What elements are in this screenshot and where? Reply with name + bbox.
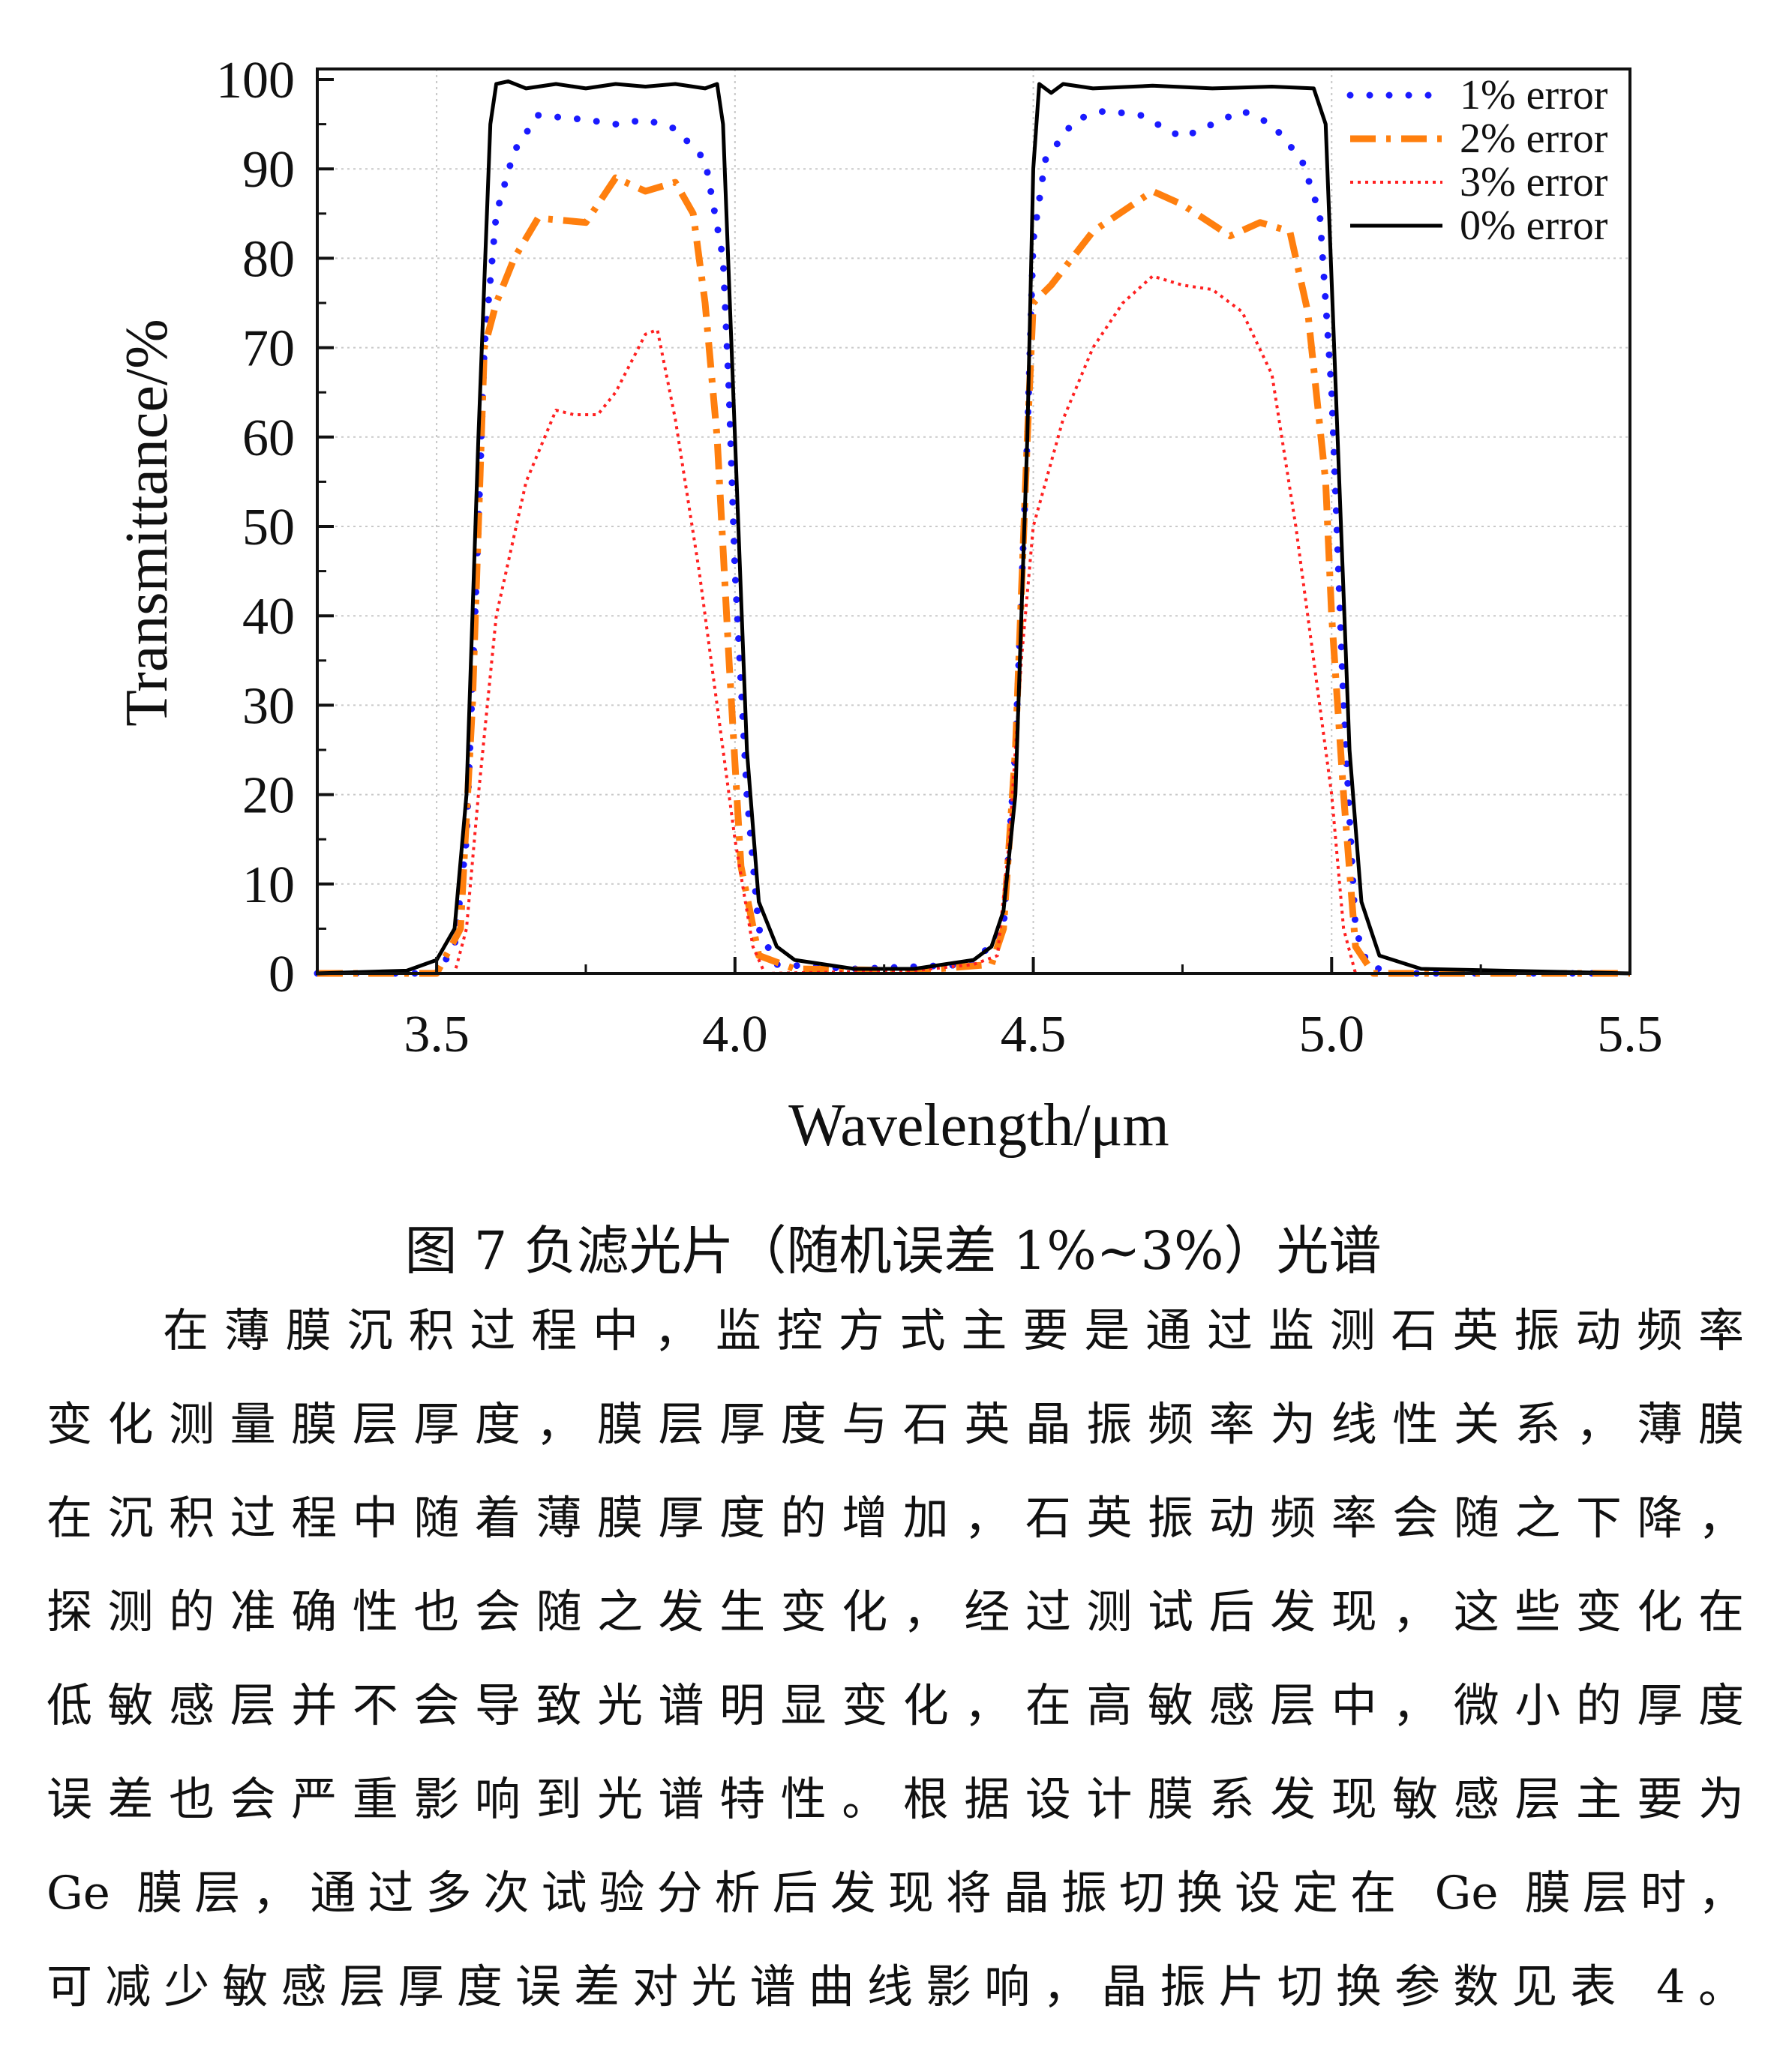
series-2pct-error: [317, 174, 1630, 977]
x-axis-label: Wavelength/μm: [788, 1093, 1169, 1159]
series-group: [314, 79, 1634, 977]
ticks: 0 10 20 30 40 50 60 70 80 90 100 3.5 4.0 4.5 5.0 5.5: [216, 52, 1663, 1063]
series-1pct-error: [314, 107, 1634, 977]
y-tick-label: 0: [269, 946, 295, 1003]
x-tick-label: 4.5: [1001, 1006, 1067, 1063]
y-tick-label: 10: [242, 856, 295, 914]
body-paragraph: 在薄膜沉积过程中，监控方式主要是通过监测石英振动频率 变化测量膜层厚度，膜层厚度…: [47, 1297, 1744, 2047]
legend-label: 2% error: [1460, 115, 1608, 162]
legend-box: [1335, 71, 1628, 247]
series-0pct-error: [317, 79, 1631, 976]
plot-frame: [316, 67, 1631, 975]
legend-label: 1% error: [1460, 72, 1608, 118]
transmittance-chart: 0 10 20 30 40 50 60 70 80 90 100 3.5 4.0 4.5 5.0 5.5 1%…: [114, 52, 1663, 1159]
x-tick-label: 5.0: [1299, 1006, 1365, 1063]
paragraph-line: Ge 膜层，通过多次试验分析后发现将晶振切换设定在 Ge 膜层时，: [47, 1867, 1744, 1920]
y-tick-label: 50: [242, 499, 295, 556]
paragraph-line: 可减少敏感层厚度误差对光谱曲线影响，晶振片切换参数见表 4。: [47, 1960, 1744, 2014]
y-tick-label: 80: [242, 230, 295, 288]
y-tick-label: 90: [242, 141, 295, 199]
paragraph-line: 探测的准确性也会随之发生变化，经过测试后发现，这些变化在: [47, 1585, 1744, 1639]
legend-label: 3% error: [1460, 159, 1608, 205]
figure-caption: 图 7 负滤光片（随机误差 1%~3%）光谱: [404, 1220, 1382, 1282]
legend-label: 0% error: [1460, 202, 1608, 249]
x-tick-label: 5.5: [1597, 1006, 1663, 1063]
y-tick-label: 20: [242, 767, 295, 825]
y-tick-label: 60: [242, 409, 295, 467]
paragraph-line: 在薄膜沉积过程中，监控方式主要是通过监测石英振动频率: [163, 1304, 1744, 1357]
grid: [317, 69, 1630, 973]
paragraph-line: 低敏感层并不会导致光谱明显变化，在高敏感层中，微小的厚度: [47, 1679, 1744, 1732]
y-axis-label: Transmittance/%: [114, 319, 180, 727]
x-tick-label: 3.5: [404, 1006, 470, 1063]
paragraph-line: 在沉积过程中随着薄膜厚度的增加，石英振动频率会随之下降，: [47, 1492, 1744, 1545]
y-tick-label: 100: [216, 52, 295, 109]
y-tick-label: 40: [242, 588, 295, 646]
y-tick-label: 70: [242, 320, 295, 378]
paragraph-line: 变化测量膜层厚度，膜层厚度与石英晶振频率为线性关系，薄膜: [47, 1398, 1744, 1451]
series-3pct-error: [317, 274, 1630, 975]
x-tick-label: 4.0: [702, 1006, 768, 1063]
paragraph-line: 误差也会严重影响到光谱特性。根据设计膜系发现敏感层主要为: [47, 1773, 1744, 1826]
y-tick-label: 30: [242, 677, 295, 735]
